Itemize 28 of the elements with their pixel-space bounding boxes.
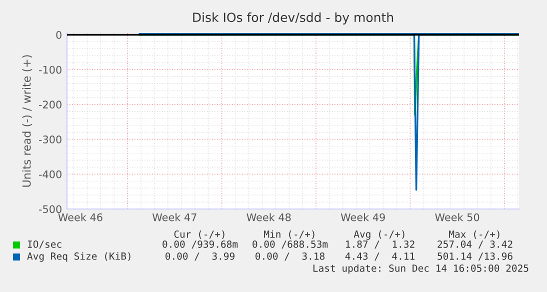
y-axis-title: Units read (-) / write (+)	[22, 55, 32, 187]
text: Avg (-/+)	[354, 230, 404, 240]
x-tick-label: Week 48	[246, 213, 291, 222]
text: 0.00 /688.53m	[252, 240, 328, 249]
x-tick-label: Week 49	[340, 213, 385, 222]
y-tick-label: -400	[39, 170, 62, 178]
y-tick-label: -200	[39, 100, 62, 109]
text: Last update: Sun Dec 14 16:05:00 2025	[313, 264, 528, 274]
chart-title: Disk IOs for /dev/sdd - by month	[193, 12, 394, 24]
text: 0.00 / 3.18	[256, 252, 324, 261]
text: Cur (-/+)	[174, 230, 224, 239]
text: 257.04 / 3.42	[438, 240, 512, 249]
text: 0.00 / 3.99	[166, 252, 234, 261]
y-tick-label: -300	[39, 136, 62, 144]
legend-label: Avg Req Size (KiB)	[27, 252, 130, 262]
text: Min (-/+)	[264, 230, 314, 239]
x-tick-label: Week 46	[58, 213, 102, 222]
text: 0.00 /939.68m	[162, 240, 238, 249]
text: 501.14 /13.96	[438, 252, 512, 261]
x-tick-label: Week 47	[152, 213, 196, 222]
x-tick-label: Week 50	[435, 213, 480, 222]
y-tick-label: -500	[39, 205, 62, 214]
text: 4.43 / 4.11	[345, 252, 414, 261]
y-tick-label: -100	[39, 66, 62, 74]
legend-label: IO/sec	[28, 240, 62, 249]
text: 1.87 / 1.32	[346, 240, 414, 249]
text: Max (-/+)	[449, 230, 500, 239]
y-tick-label: 0	[56, 30, 62, 39]
